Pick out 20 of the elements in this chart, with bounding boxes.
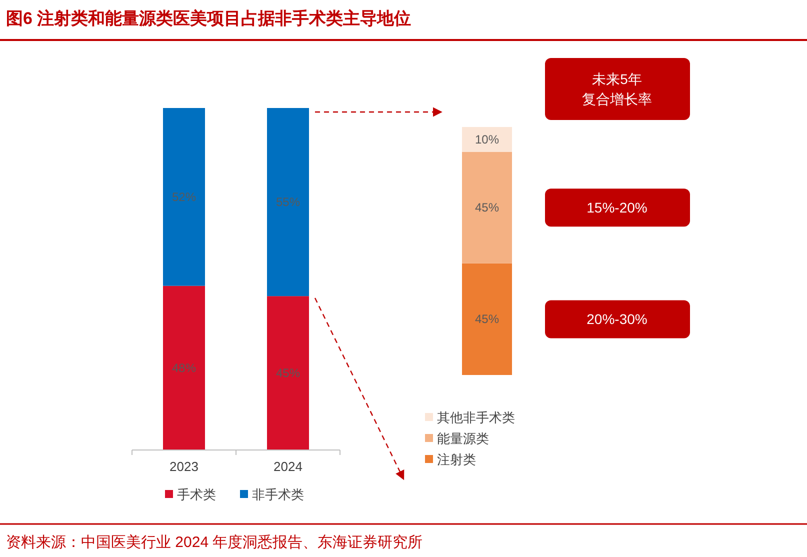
text: 复合增长率 [582,91,652,107]
legend-label: 非手术类 [252,487,304,502]
x-tick-label: 2024 [274,459,302,474]
data-label: 45% [276,366,300,380]
legend-label: 注射类 [437,452,476,467]
text: 未来5年 [592,71,642,87]
legend-label: 其他非手术类 [437,410,515,425]
chart-title: 图6 注射类和能量源类医美项目占据非手术类主导地位 [6,9,412,28]
legend-label: 手术类 [177,487,216,502]
text: 20%-30% [586,311,648,328]
data-label: 10% [474,132,500,146]
text: 资料来源：中国医美行业 2024 年度洞悉报告、东海证券研究所 [6,534,423,551]
data-label: 55% [276,195,300,210]
text: 15%-20% [586,200,648,216]
data-label: 45% [474,312,500,326]
legend-label: 能量源类 [437,431,489,446]
data-label: 48% [172,360,196,375]
data-label: 52% [172,190,196,204]
x-tick-label: 2023 [170,459,198,474]
data-label: 45% [474,200,500,215]
